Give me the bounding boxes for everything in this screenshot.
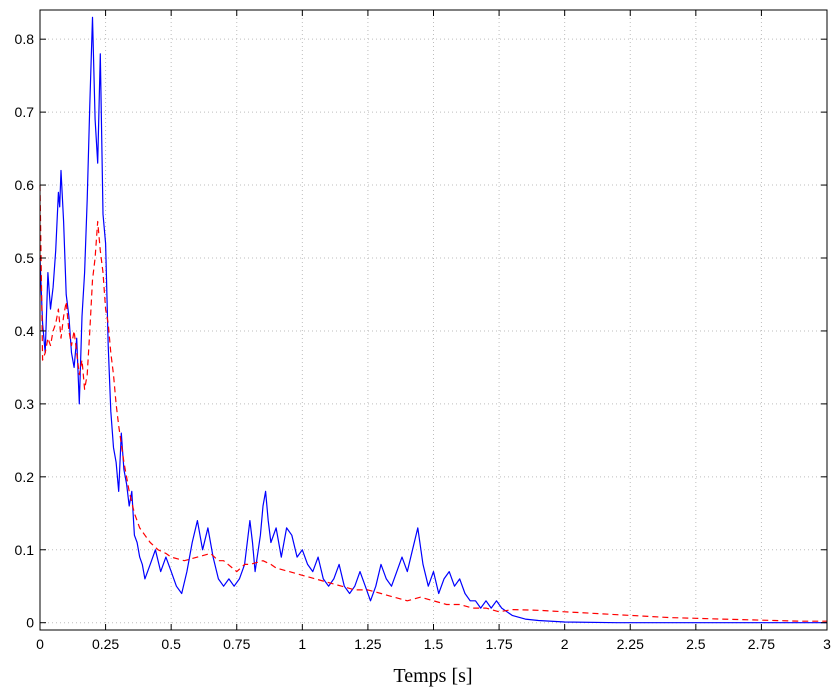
y-tick-label: 0.1 xyxy=(15,542,35,558)
x-tick-label: 0.75 xyxy=(223,636,250,652)
x-tick-label: 2.5 xyxy=(686,636,706,652)
tick-marks xyxy=(39,10,828,630)
y-tick-label: 0.7 xyxy=(15,104,35,120)
x-tick-label: 3 xyxy=(823,636,831,652)
y-tick-label: 0.4 xyxy=(15,323,35,339)
x-tick-label: 0 xyxy=(36,636,44,652)
x-tick-label: 1.75 xyxy=(485,636,512,652)
x-tick-labels: 0 0.25 0.5 0.75 1 1.25 1.5 1.75 2 2.25 2.5 2.75 3 xyxy=(36,636,831,652)
x-tick-label: 0.5 xyxy=(161,636,181,652)
series-group xyxy=(39,16,827,624)
x-tick-label: 1.25 xyxy=(354,636,381,652)
x-tick-label: 2.25 xyxy=(617,636,644,652)
y-tick-label: 0.6 xyxy=(15,177,35,193)
grid-lines xyxy=(40,10,827,630)
x-tick-label: 1.5 xyxy=(424,636,444,652)
series-line-red-dashed xyxy=(39,185,827,622)
y-tick-label: 0.2 xyxy=(15,469,35,485)
x-tick-label: 0.25 xyxy=(92,636,119,652)
x-axis-title: Temps [s] xyxy=(393,665,472,687)
x-tick-label: 2 xyxy=(561,636,569,652)
x-tick-label: 1 xyxy=(298,636,306,652)
y-tick-label: 0.3 xyxy=(15,396,35,412)
y-tick-labels: 0 0.1 0.2 0.3 0.4 0.5 0.6 0.7 0.8 xyxy=(15,31,35,631)
x-tick-label: 2.75 xyxy=(748,636,775,652)
y-tick-label: 0 xyxy=(26,615,34,631)
y-tick-label: 0.5 xyxy=(15,250,35,266)
y-tick-label: 0.8 xyxy=(15,31,35,47)
